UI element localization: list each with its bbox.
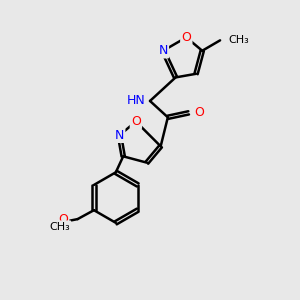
Text: O: O [195, 106, 205, 119]
Text: CH₃: CH₃ [50, 221, 70, 232]
Text: O: O [131, 115, 141, 128]
Text: N: N [115, 129, 124, 142]
Text: CH₃: CH₃ [228, 35, 249, 45]
Text: N: N [158, 44, 168, 57]
Text: O: O [182, 31, 191, 44]
Text: O: O [58, 213, 68, 226]
Text: HN: HN [127, 94, 146, 107]
